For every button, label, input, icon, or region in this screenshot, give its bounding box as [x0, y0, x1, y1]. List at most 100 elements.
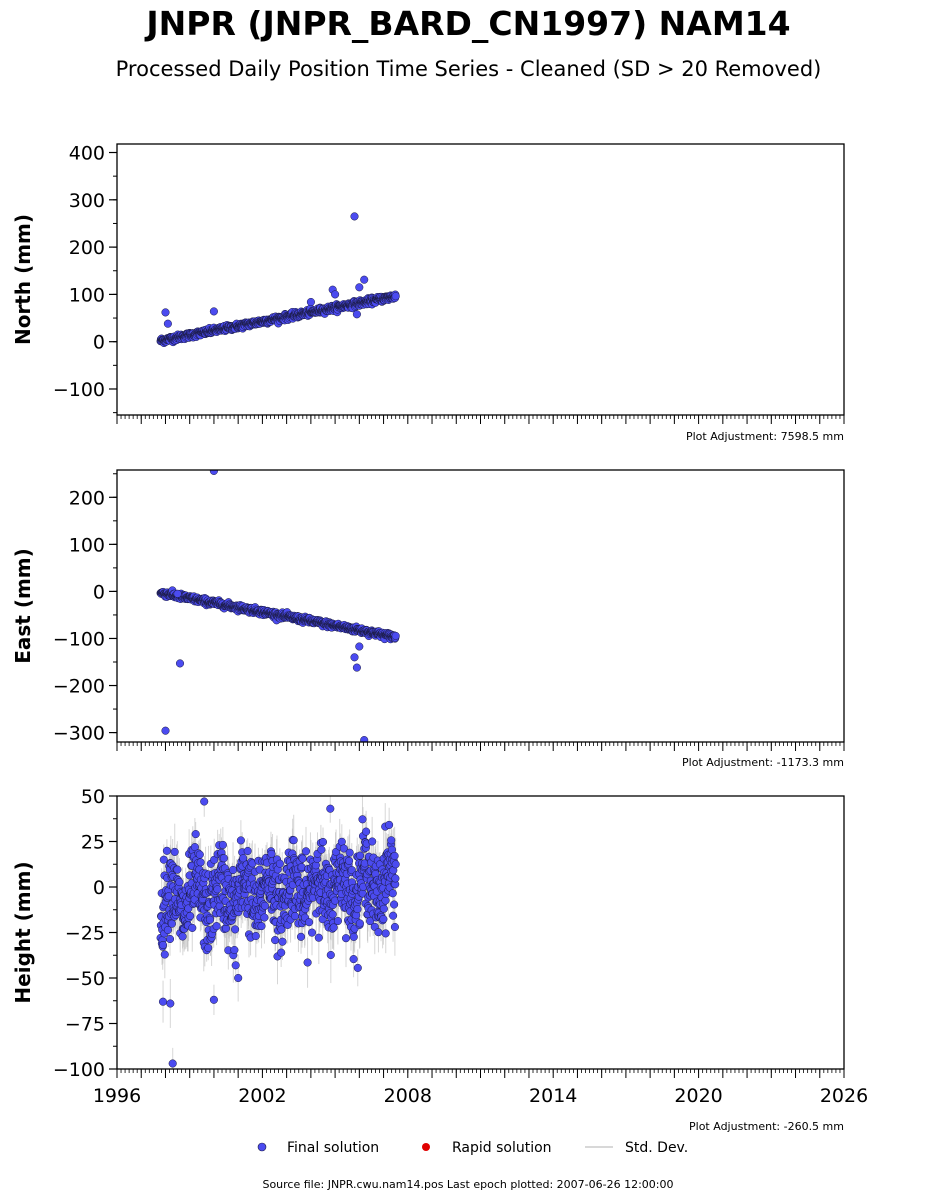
data-point	[317, 845, 326, 854]
data-point	[355, 642, 364, 651]
data-point	[390, 900, 399, 909]
data-point	[239, 854, 248, 863]
y-tick-label: −100	[53, 1059, 105, 1081]
data-point	[162, 846, 171, 855]
data-point	[352, 310, 361, 319]
legend-rapid-marker	[422, 1143, 430, 1151]
data-point	[158, 940, 168, 950]
data-point	[349, 932, 358, 941]
data-point	[352, 663, 361, 672]
y-tick-label: −75	[65, 1014, 105, 1036]
y-tick-label: 0	[93, 332, 105, 354]
data-point	[166, 999, 175, 1008]
data-point	[196, 858, 205, 867]
data-point	[301, 847, 311, 856]
y-tick-label: 0	[93, 877, 105, 899]
data-point	[374, 928, 383, 937]
data-point	[355, 283, 364, 292]
data-point	[228, 865, 238, 875]
plot-adjustment-1: Plot Adjustment: -1173.3 mm	[682, 756, 844, 769]
data-point	[381, 929, 390, 938]
data-point	[257, 922, 266, 931]
chart-title: JNPR (JNPR_BARD_CN1997) NAM14	[146, 4, 791, 43]
data-point	[314, 933, 323, 942]
data-point	[391, 292, 400, 301]
y-tick-label: −25	[65, 923, 105, 945]
data-point	[168, 1059, 177, 1068]
y-tick-label: 25	[81, 832, 105, 854]
data-point	[306, 297, 315, 307]
data-point	[218, 840, 227, 849]
data-point	[345, 848, 354, 857]
data-point	[296, 932, 306, 941]
data-point	[243, 846, 252, 856]
legend-rapid-label: Rapid solution	[452, 1140, 552, 1156]
data-point	[205, 915, 215, 924]
y-tick-label: 300	[69, 190, 105, 212]
axes-frame-0	[116, 143, 845, 416]
x-tick-label: 2020	[674, 1085, 722, 1107]
data-point	[326, 804, 335, 813]
data-point	[212, 922, 221, 931]
data-point	[161, 726, 170, 735]
data-point	[200, 797, 209, 806]
data-point	[388, 889, 397, 898]
data-point	[356, 851, 365, 860]
data-point	[390, 851, 399, 860]
data-point	[328, 910, 337, 919]
data-point	[387, 836, 396, 845]
data-point	[260, 913, 269, 922]
data-point	[231, 961, 240, 970]
y-tick-label: 0	[93, 581, 105, 603]
data-point	[173, 589, 182, 598]
data-point	[161, 308, 170, 317]
data-point	[251, 931, 260, 941]
legend-std-label: Std. Dev.	[625, 1140, 688, 1156]
data-point	[339, 844, 348, 853]
data-point	[318, 837, 328, 847]
data-point	[326, 950, 335, 960]
y-tick-label: 200	[69, 237, 105, 259]
data-point	[368, 837, 377, 846]
data-point	[303, 958, 312, 967]
data-points-1	[156, 470, 400, 742]
data-point	[379, 915, 388, 924]
data-point	[170, 847, 179, 856]
data-point	[389, 911, 398, 920]
chart-subtitle: Processed Daily Position Time Series - C…	[115, 57, 822, 81]
data-point	[360, 275, 369, 284]
data-point	[234, 973, 243, 983]
y-tick-label: −100	[53, 628, 105, 650]
x-tick-label: 2002	[238, 1085, 286, 1107]
y-axis-label-0: North (mm)	[11, 214, 35, 345]
data-point	[355, 919, 364, 928]
y-tick-label: 200	[69, 487, 105, 509]
data-point	[219, 854, 228, 863]
data-point	[362, 827, 371, 836]
panel-2: −100 −75 −50 −25 0 25 50 1996 2002 2008 2014 2020 20…	[11, 786, 868, 1133]
data-point	[349, 955, 358, 964]
data-point	[175, 659, 185, 668]
data-point	[385, 820, 394, 829]
data-point	[307, 928, 317, 937]
data-point	[305, 918, 314, 927]
y-axis-label-1: East (mm)	[11, 548, 35, 664]
data-point	[391, 860, 400, 869]
y-tick-label: −50	[65, 968, 105, 990]
data-point	[366, 917, 375, 926]
y-tick-label: −100	[53, 379, 105, 401]
data-point	[350, 653, 359, 662]
data-point	[209, 470, 218, 475]
data-points-2	[156, 796, 400, 1069]
data-point	[165, 934, 175, 944]
data-point	[329, 923, 338, 932]
data-point	[298, 854, 307, 863]
data-point	[358, 815, 367, 824]
data-point	[289, 836, 298, 845]
data-point	[391, 631, 400, 640]
legend-final-marker	[257, 1142, 267, 1152]
data-point	[160, 950, 169, 959]
data-point	[278, 937, 287, 946]
data-point	[195, 850, 204, 859]
